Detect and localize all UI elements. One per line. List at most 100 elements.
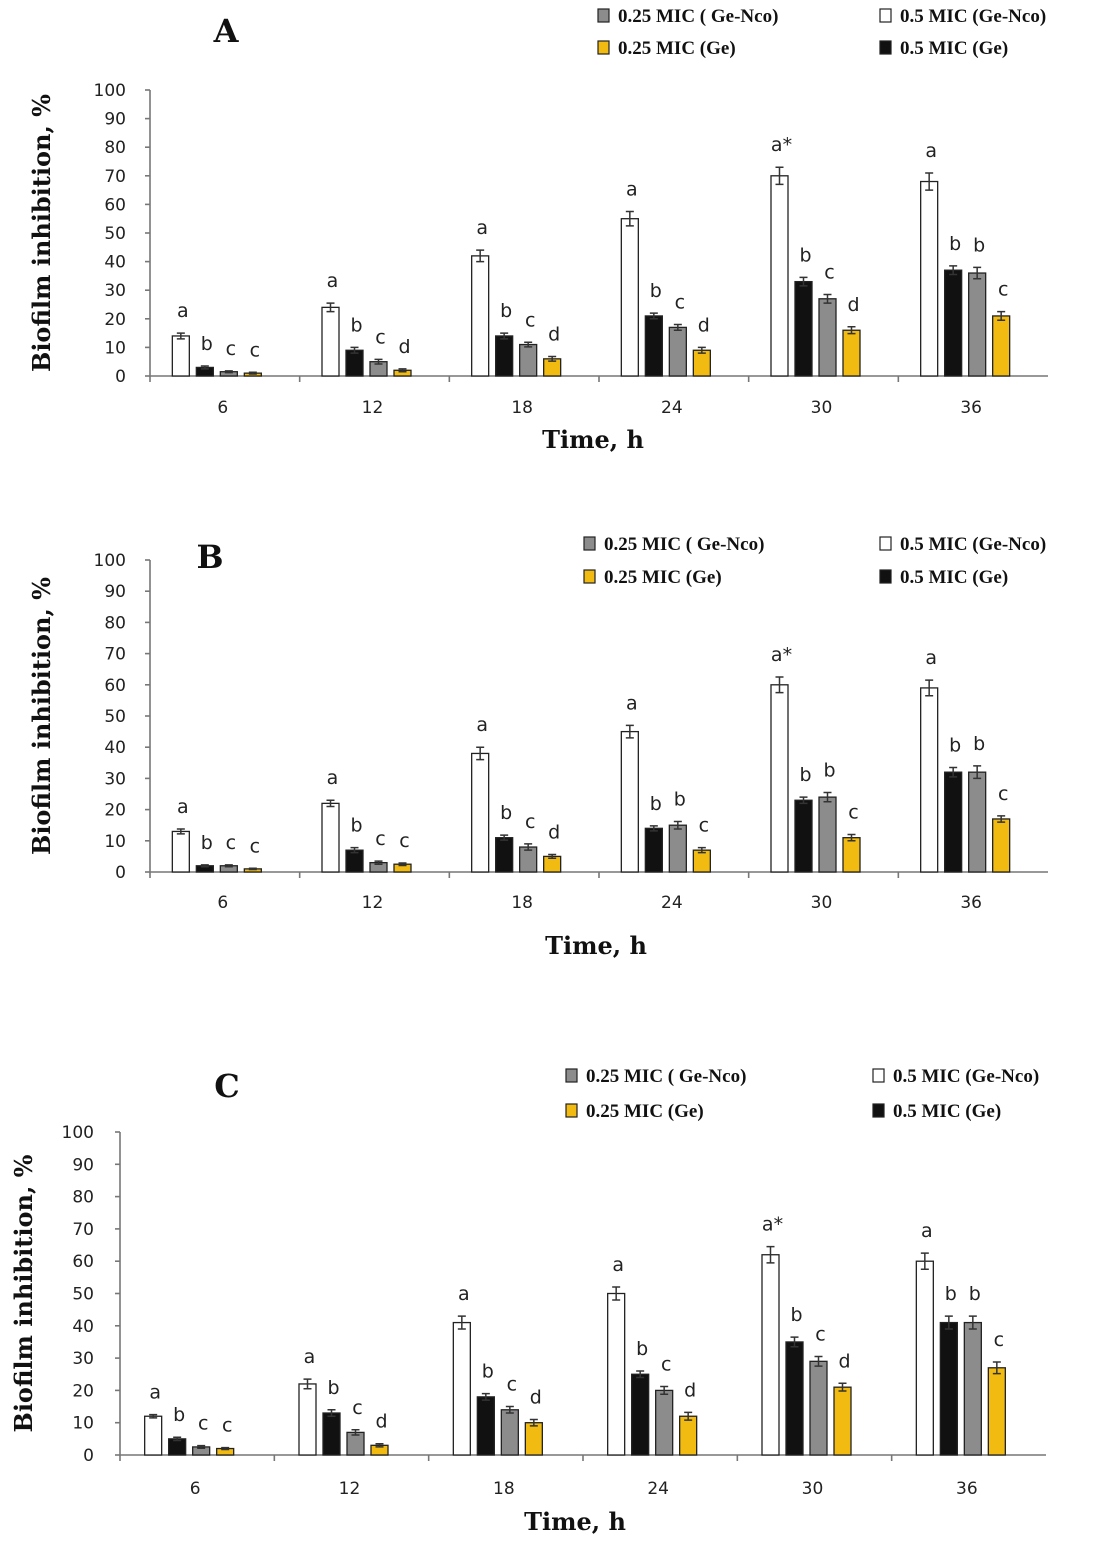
significance-letter: a* (762, 1214, 783, 1236)
error-bar (476, 746, 485, 761)
x-tick-label: 18 (511, 398, 533, 418)
bar-yellow-30h (842, 837, 861, 873)
bar-black-18h (476, 1396, 495, 1456)
error-bar (799, 276, 808, 287)
significance-letter: c (375, 828, 385, 850)
bar-black-12h (345, 849, 364, 873)
y-tick-label: 70 (104, 167, 126, 187)
bar-gray-24h (668, 824, 687, 873)
legend-swatch-gray (597, 8, 610, 23)
error-bar (697, 846, 706, 854)
bar-gray-30h (809, 1360, 828, 1456)
x-tick-label: 30 (811, 398, 833, 418)
error-bar (326, 302, 335, 313)
significance-letter: d (398, 336, 410, 358)
significance-letter: b (173, 1404, 185, 1426)
bar-black-24h (644, 827, 663, 873)
significance-letter: c (507, 1374, 517, 1396)
significance-letter: a (925, 140, 937, 162)
significance-letter: b (823, 759, 835, 781)
error-bar (775, 676, 784, 694)
y-tick-label: 100 (94, 81, 126, 101)
bar-black-30h (794, 280, 813, 377)
significance-letter: a* (771, 134, 792, 156)
error-bar (790, 1336, 799, 1348)
significance-letter: a (327, 270, 339, 292)
error-bar (625, 210, 634, 227)
x-axis-title: Time, h (545, 931, 647, 960)
significance-letter: a (626, 179, 638, 201)
bar-black-12h (345, 349, 364, 377)
significance-letter: b (482, 1361, 494, 1383)
significance-letter: b (650, 793, 662, 815)
y-tick-label: 50 (104, 224, 126, 244)
bar-white-12h (321, 306, 340, 377)
bar-black-36h (939, 1321, 958, 1456)
y-tick-label: 0 (83, 1446, 94, 1466)
bar-gray-12h (346, 1431, 365, 1456)
bar-white-36h (920, 180, 939, 377)
significance-letter: b (350, 815, 362, 837)
error-bar (814, 1355, 823, 1367)
significance-letter: c (222, 1415, 232, 1437)
legend-label-white: 0.5 MIC (Ge-Nco) (900, 6, 1046, 27)
error-bar (973, 765, 982, 780)
bar-yellow-18h (524, 1422, 543, 1456)
error-bar (303, 1378, 312, 1390)
bar-white-30h (770, 175, 789, 377)
legend-label-white: 0.5 MIC (Ge-Nco) (893, 1066, 1039, 1087)
y-tick-label: 10 (104, 338, 126, 358)
significance-letter: b (636, 1338, 648, 1360)
y-tick-label: 70 (72, 1220, 94, 1240)
x-tick-label: 36 (960, 398, 982, 418)
error-bar (248, 867, 257, 871)
error-bar (992, 1361, 1001, 1375)
bar-yellow-30h (842, 329, 861, 377)
bar-black-30h (794, 799, 813, 873)
significance-letter: d (684, 1379, 696, 1401)
error-bar (529, 1418, 538, 1427)
error-bar (524, 341, 533, 348)
y-tick-label: 100 (94, 551, 126, 571)
bar-white-6h (171, 830, 190, 873)
significance-letter: a (327, 767, 339, 789)
bar-yellow-36h (992, 818, 1011, 873)
bar-black-30h (785, 1341, 804, 1456)
y-tick-label: 60 (72, 1252, 94, 1272)
significance-letter: b (949, 734, 961, 756)
significance-letter: c (998, 783, 1008, 805)
bar-black-36h (944, 269, 963, 377)
error-bar (200, 864, 209, 868)
bar-gray-30h (818, 298, 837, 377)
bar-yellow-24h (679, 1415, 698, 1456)
error-bar (197, 1444, 206, 1449)
error-bar (649, 312, 658, 320)
error-bar (374, 860, 383, 865)
bar-black-18h (495, 837, 514, 873)
significance-letter: b (799, 244, 811, 266)
error-bar (925, 679, 934, 697)
significance-letter: b (949, 233, 961, 255)
legend-swatch-white (879, 536, 892, 551)
bar-white-6h (171, 335, 190, 377)
significance-letter: a (177, 300, 189, 322)
error-bar (500, 834, 509, 841)
bar-white-36h (915, 1260, 934, 1456)
error-bar (673, 820, 682, 830)
significance-letter: c (250, 835, 260, 857)
bar-black-18h (495, 335, 514, 377)
chart-panel-b: B 0.25 MIC ( Ge-Nco) 0.5 MIC (Ge-Nco) 0.25 … (27, 534, 1048, 960)
y-tick-label: 70 (104, 645, 126, 665)
significance-letter: a (626, 692, 638, 714)
x-tick-label: 30 (802, 1479, 824, 1499)
error-bar (973, 266, 982, 280)
significance-letter: a (304, 1346, 316, 1368)
panel-letter: A (213, 12, 240, 50)
significance-letter: b (945, 1283, 957, 1305)
bar-white-24h (620, 730, 639, 873)
legend-swatch-yellow (597, 40, 610, 55)
significance-letter: a (476, 217, 488, 239)
significance-letter: c (848, 802, 858, 824)
legend-label-yellow: 0.25 MIC (Ge) (586, 1101, 704, 1122)
x-tick-label: 6 (217, 893, 228, 913)
